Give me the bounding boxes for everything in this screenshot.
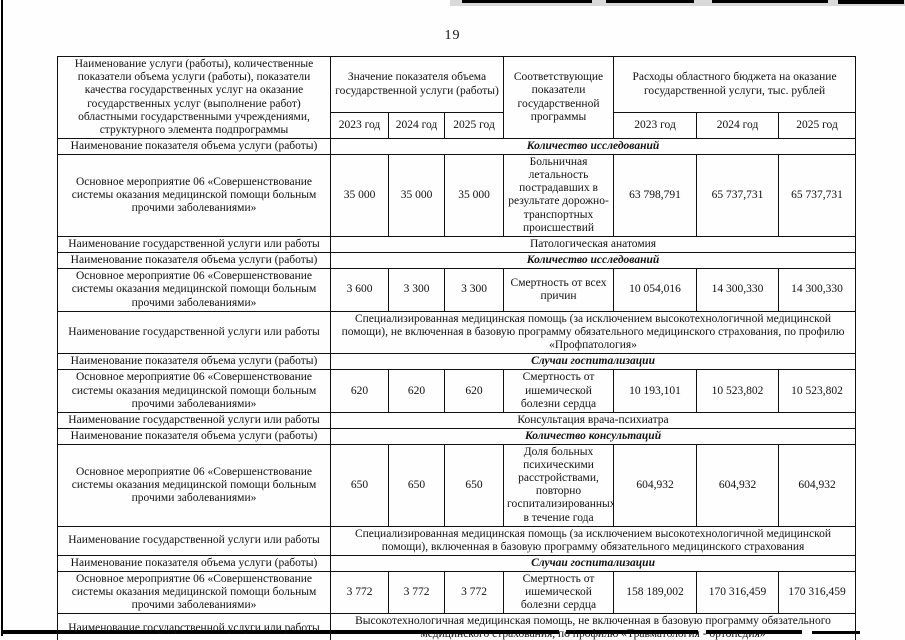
program-indicator-cell: Доля больных психическими расстройствами… [503, 443, 615, 527]
scan-edge-left [1, 0, 3, 636]
table-row: Основное мероприятие 06 «Совершенствован… [57, 570, 857, 615]
table-row: Основное мероприятие 06 «Совершенствован… [57, 267, 857, 312]
table-row: Наименование государственной услуги или … [57, 310, 857, 355]
volume-cell: 3 300 [388, 267, 445, 312]
budget-cell: 10 523,802 [778, 369, 857, 413]
volume-cell: 620 [388, 369, 445, 413]
table-row: Наименование показателя объема услуги (р… [57, 427, 857, 445]
table-row: Наименование государственной услуги или … [57, 235, 857, 253]
label-cell: Наименование показателя объема услуги (р… [57, 251, 331, 269]
budget-cell: 10 054,016 [613, 267, 698, 312]
table-row: Основное мероприятие 06 «Совершенствован… [57, 443, 857, 527]
label-cell: Наименование государственной услуги или … [57, 613, 331, 640]
budget-cell: 604,932 [696, 443, 780, 527]
span-value-cell: Патологическая анатомия [329, 235, 857, 253]
budget-cell: 604,932 [613, 443, 698, 527]
budget-cell: 170 316,459 [778, 570, 857, 615]
year-header-cell: 2025 год [778, 112, 857, 139]
year-header-cell: 2025 год [443, 112, 505, 139]
activity-cell: Основное мероприятие 06 «Совершенствован… [57, 369, 331, 413]
activity-cell: Основное мероприятие 06 «Совершенствован… [57, 267, 331, 312]
label-cell: Наименование показателя объема услуги (р… [57, 353, 331, 371]
span-value-cell: Специализированная медицинская помощь (з… [329, 310, 857, 355]
volume-cell: 620 [443, 369, 505, 413]
table-row: Наименование государственной услуги или … [57, 525, 857, 556]
header-volume: Значение показателя объема государственн… [329, 56, 505, 113]
span-value-cell: Количество исследований [329, 137, 857, 156]
label-cell: Наименование показателя объема услуги (р… [57, 427, 331, 445]
table-row: Наименование показателя объема услуги (р… [57, 251, 857, 269]
volume-cell: 3 772 [330, 570, 389, 615]
label-cell: Наименование государственной услуги или … [57, 310, 331, 355]
table-row: Наименование государственной услуги или … [57, 613, 857, 640]
volume-cell: 35 000 [443, 154, 505, 237]
budget-cell: 14 300,330 [696, 267, 780, 312]
header-program-indicators: Соответствующие показатели государственн… [503, 56, 615, 139]
activity-cell: Основное мероприятие 06 «Совершенствован… [57, 570, 331, 615]
budget-cell: 158 189,002 [613, 570, 698, 615]
volume-cell: 650 [443, 443, 505, 527]
label-cell: Наименование показателя объема услуги (р… [57, 137, 331, 156]
program-indicator-cell: Смертность от ишемической болезни сердца [503, 570, 615, 615]
budget-cell: 14 300,330 [778, 267, 857, 312]
table-row: Основное мероприятие 06 «Совершенствован… [57, 154, 857, 237]
span-value-cell: Специализированная медицинская помощь (з… [329, 525, 857, 556]
program-indicator-cell: Смертность от ишемической болезни сердца [503, 369, 615, 413]
label-cell: Наименование государственной услуги или … [57, 411, 331, 429]
budget-cell: 10 193,101 [613, 369, 698, 413]
span-value-cell: Количество консультаций [329, 427, 857, 445]
budget-cell: 10 523,802 [696, 369, 780, 413]
year-header-cell: 2024 год [388, 112, 445, 139]
volume-cell: 35 000 [330, 154, 389, 237]
table-row: Наименование показателя объема услуги (р… [57, 137, 857, 156]
services-budget-table-container: Наименование услуги (работы), количестве… [57, 56, 857, 640]
program-indicator-cell: Смертность от всех причин [503, 267, 615, 312]
budget-cell: 63 798,791 [613, 154, 698, 237]
budget-cell: 65 737,731 [696, 154, 780, 237]
page-number: 19 [444, 28, 461, 43]
year-header-cell: 2023 год [613, 112, 698, 139]
span-value-cell: Случаи госпитализации [329, 353, 857, 371]
budget-cell: 65 737,731 [778, 154, 857, 237]
year-header-cell: 2024 год [696, 112, 780, 139]
volume-cell: 650 [330, 443, 389, 527]
span-value-cell: Высокотехнологичная медицинская помощь, … [329, 613, 857, 640]
label-cell: Наименование государственной услуги или … [57, 525, 331, 556]
services-budget-table: Наименование услуги (работы), количестве… [57, 56, 857, 640]
budget-cell: 604,932 [778, 443, 857, 527]
scan-noise-top [450, 0, 905, 6]
table-row: Наименование показателя объема услуги (р… [57, 554, 857, 572]
table-row: Наименование государственной услуги или … [57, 411, 857, 429]
span-value-cell: Консультация врача-психиатра [329, 411, 857, 429]
label-cell: Наименование государственной услуги или … [57, 235, 331, 253]
volume-cell: 3 600 [330, 267, 389, 312]
span-value-cell: Случаи госпитализации [329, 554, 857, 572]
scan-mark-top-2 [606, 0, 694, 3]
volume-cell: 650 [388, 443, 445, 527]
volume-cell: 3 772 [388, 570, 445, 615]
volume-cell: 3 300 [443, 267, 505, 312]
year-header-cell: 2023 год [330, 112, 389, 139]
volume-cell: 35 000 [388, 154, 445, 237]
program-indicator-cell: Больничная летальность пострадавших в ре… [503, 154, 615, 237]
scan-mark-top-4 [838, 0, 904, 4]
table-row: Основное мероприятие 06 «Совершенствован… [57, 369, 857, 413]
volume-cell: 620 [330, 369, 389, 413]
scan-mark-top-1 [462, 0, 592, 3]
activity-cell: Основное мероприятие 06 «Совершенствован… [57, 154, 331, 237]
header-service-name: Наименование услуги (работы), количестве… [57, 56, 331, 139]
activity-cell: Основное мероприятие 06 «Совершенствован… [57, 443, 331, 527]
span-value-cell: Количество исследований [329, 251, 857, 269]
header-budget: Расходы областного бюджета на оказание г… [613, 56, 857, 113]
table-row: Наименование показателя объема услуги (р… [57, 353, 857, 371]
volume-cell: 3 772 [443, 570, 505, 615]
label-cell: Наименование показателя объема услуги (р… [57, 554, 331, 572]
budget-cell: 170 316,459 [696, 570, 780, 615]
scan-mark-top-3 [712, 0, 828, 3]
